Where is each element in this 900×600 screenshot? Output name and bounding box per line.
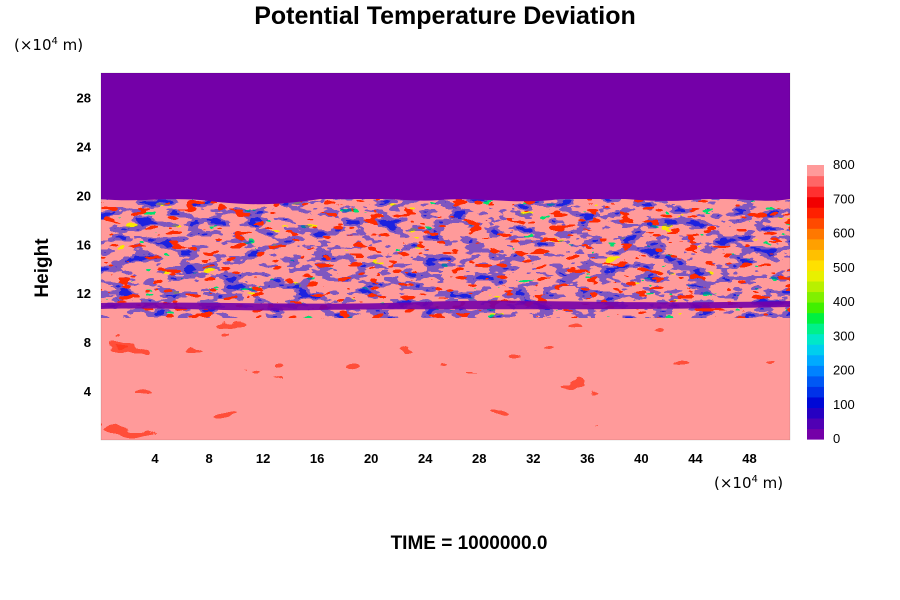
colorbar-segment — [807, 344, 824, 356]
colorbar-segment — [807, 386, 824, 398]
colorbar-segment — [807, 217, 824, 229]
colorbar-segment — [807, 407, 824, 419]
colorbar-tick-label: 0 — [833, 431, 840, 446]
y-tick-label: 12 — [77, 286, 91, 301]
x-tick-label: 4 — [151, 451, 159, 466]
y-tick-label: 28 — [77, 90, 91, 105]
colorbar-segment — [807, 323, 824, 335]
colorbar-segment — [807, 249, 824, 261]
colorbar-segment — [807, 207, 824, 219]
colorbar — [807, 165, 824, 440]
region-turbulent-streaks — [101, 196, 790, 318]
x-tick-label: 28 — [472, 451, 486, 466]
x-tick-label: 8 — [205, 451, 212, 466]
x-unit-label: (×104 m) — [714, 474, 783, 492]
colorbar-segment — [807, 365, 824, 377]
colorbar-tick-label: 600 — [833, 226, 855, 241]
colorbar-segment — [807, 291, 824, 303]
colorbar-tick-label: 500 — [833, 260, 855, 275]
colorbar-segment — [807, 175, 824, 187]
x-tick-label: 20 — [364, 451, 378, 466]
colorbar-tick-label: 400 — [833, 294, 855, 309]
colorbar-segment — [807, 165, 824, 177]
region-mid-stripe — [101, 300, 790, 311]
x-tick-label: 12 — [256, 451, 270, 466]
y-axis-label: Height — [32, 238, 53, 298]
time-label: TIME = 1000000.0 — [391, 533, 548, 554]
y-tick-label: 24 — [77, 139, 92, 154]
y-tick-label: 8 — [84, 335, 91, 350]
x-tick-label: 40 — [634, 451, 648, 466]
colorbar-tick-label: 200 — [833, 363, 855, 378]
region-upper-band — [101, 73, 790, 199]
y-tick-label: 16 — [77, 237, 91, 252]
x-tick-label: 48 — [742, 451, 756, 466]
x-tick-label: 16 — [310, 451, 324, 466]
region-upper-edge — [101, 196, 790, 205]
colorbar-segment — [807, 238, 824, 250]
colorbar-segment — [807, 375, 824, 387]
plot-frame — [100, 72, 791, 441]
x-tick-label: 36 — [580, 451, 594, 466]
colorbar-tick-labels: 0 100 200 300 400 500 600 700 800 — [833, 157, 855, 446]
colorbar-segment — [807, 428, 824, 440]
colorbar-tick-label: 800 — [833, 157, 855, 172]
colorbar-segment — [807, 259, 824, 271]
y-tick-label: 4 — [84, 384, 92, 399]
colorbar-segment — [807, 302, 824, 314]
colorbar-segment — [807, 186, 824, 198]
colorbar-segment — [807, 312, 824, 324]
y-tick-label: 20 — [77, 188, 91, 203]
colorbar-segment — [807, 396, 824, 408]
x-tick-label: 32 — [526, 451, 540, 466]
colorbar-segment — [807, 333, 824, 345]
colorbar-segment — [807, 280, 824, 293]
region-lower-red-structures — [101, 315, 790, 440]
colorbar-segment — [807, 354, 824, 366]
plot-area — [101, 73, 790, 440]
colorbar-tick-label: 100 — [833, 397, 855, 412]
x-axis-ticks: 4 8 12 16 20 24 28 32 36 40 44 48 — [151, 451, 756, 466]
colorbar-segment — [807, 270, 824, 282]
y-unit-label: (×104 m) — [14, 36, 83, 54]
colorbar-tick-label: 700 — [833, 191, 855, 206]
colorbar-segment — [807, 417, 824, 430]
colorbar-segment — [807, 196, 824, 208]
y-axis-ticks: 4 8 12 16 20 24 28 — [77, 90, 92, 399]
colorbar-tick-label: 300 — [833, 328, 855, 343]
colorbar-segment — [807, 228, 824, 240]
chart-title: Potential Temperature Deviation — [254, 2, 636, 30]
x-tick-label: 44 — [688, 451, 703, 466]
x-tick-label: 24 — [418, 451, 433, 466]
